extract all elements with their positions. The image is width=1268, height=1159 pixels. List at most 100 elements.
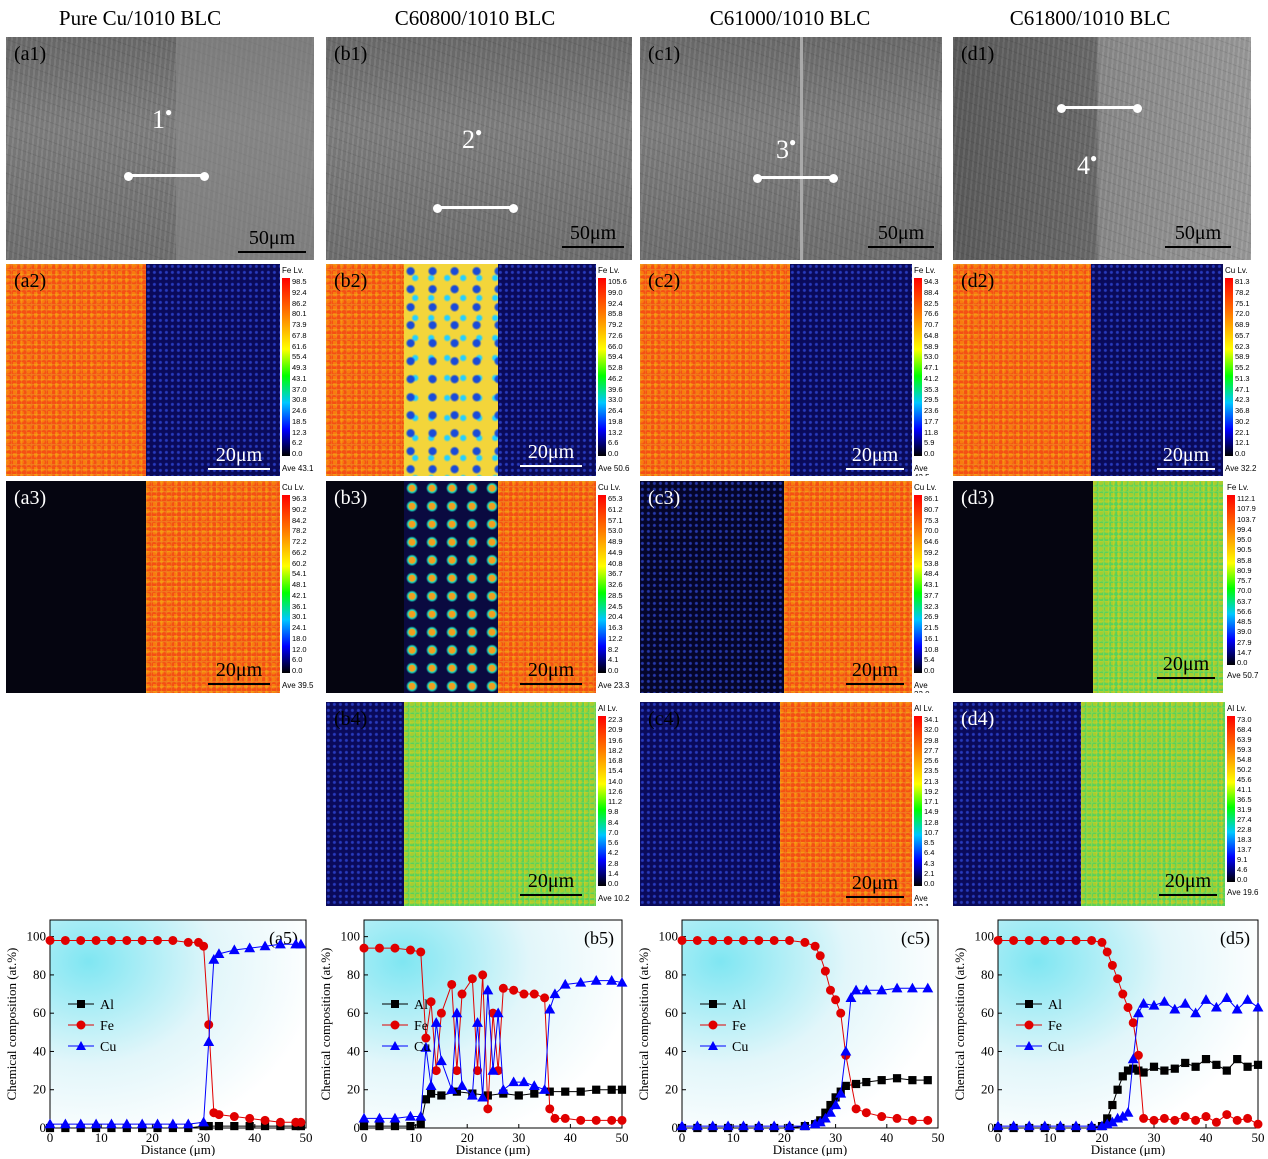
colorbar-tick: 70.0 (924, 526, 939, 536)
colorbar-tick: 4.1 (608, 655, 619, 665)
colorbar-average: Ave 23.3 (598, 681, 630, 690)
data-point-cu (487, 1064, 499, 1075)
scale-bar: 20μm (1157, 653, 1215, 679)
colorbar-title: Fe Lv. (598, 266, 620, 275)
sem-panel-d1: (d1) 4● 50μm (953, 37, 1251, 260)
colorbar-tick: 64.6 (924, 537, 939, 546)
colorbar-tick: 50.2 (1237, 765, 1252, 774)
colorbar-tick: 6.6 (608, 438, 619, 448)
colorbar-tick: 48.4 (924, 569, 939, 579)
y-tick-label: 60 (981, 1005, 994, 1020)
data-point-cu (830, 1099, 842, 1110)
panel-label: (c4) (648, 708, 681, 730)
colorbar-tick: 43.1 (924, 580, 939, 589)
data-point-fe (122, 935, 132, 945)
colorbar-tick: 18.0 (292, 633, 307, 643)
linescan-start-dot (124, 172, 133, 181)
legend-label: Cu (414, 1040, 430, 1055)
colorbar-tick: 36.7 (608, 569, 623, 579)
colorbar-title: Al Lv. (598, 704, 618, 713)
colorbar-tick: 40.8 (608, 558, 623, 568)
data-point-cu (860, 984, 872, 995)
colorbar-tick: 88.4 (924, 287, 939, 297)
scale-bar: 20μm (1159, 870, 1217, 896)
colorbar-average: Ave 10.2 (598, 894, 630, 903)
column-title-b: C60800/1010 BLC (394, 6, 556, 30)
data-point-fe (1024, 935, 1034, 945)
data-point-cu (435, 1055, 447, 1066)
colorbar-tick: 0.0 (1237, 658, 1248, 667)
data-point-fe (1040, 935, 1050, 945)
data-point-cu (1122, 1107, 1134, 1117)
point-marker: 3● (776, 135, 797, 164)
colorbar-tick: 112.1 (1237, 494, 1256, 503)
data-point-cu (152, 1118, 163, 1129)
colorbar-tick: 103.7 (1237, 514, 1256, 524)
colorbar-tick: 24.6 (292, 406, 307, 415)
colorbar-title: Cu Lv. (282, 483, 305, 492)
panel-label: (d2) (961, 270, 995, 292)
panel-label: (c1) (648, 43, 681, 65)
y-tick-label: 80 (981, 967, 994, 982)
data-point-fe (851, 1104, 861, 1114)
panel-label: (c3) (648, 487, 681, 509)
panel-label: (b1) (334, 43, 368, 65)
colorbar-tick: 59.3 (1237, 745, 1252, 754)
data-point-cu (182, 1118, 194, 1129)
data-point-al (230, 1121, 239, 1131)
chart-c5: 0 10 20 30 40 50 0 20 40 60 80 100 Distance (μm) Chem… (636, 912, 944, 1156)
data-point-al (1253, 1060, 1263, 1069)
data-point-cu (1054, 1120, 1066, 1131)
data-point-fe (1211, 1117, 1221, 1127)
colorbar-tick: 107.9 (1237, 504, 1256, 514)
data-point-cu (850, 984, 862, 995)
colorbar-tick: 14.0 (608, 776, 623, 786)
colorbar-tick: 22.8 (1237, 825, 1252, 834)
data-point-cu (358, 1112, 370, 1123)
colorbar-tick: 12.6 (608, 786, 623, 796)
data-point-cu (676, 1120, 688, 1131)
colorbar-tick: 76.6 (924, 309, 939, 319)
data-point-cu (1231, 1003, 1243, 1014)
panel-label: (d4) (961, 708, 995, 730)
data-point-cu (559, 978, 571, 989)
panel-label: (d1) (961, 43, 995, 65)
sem-panel-b1: (b1) 2● 50μm (326, 37, 632, 260)
map-panel-c3: (c3) 20μm Cu Lv. 86.1 80.7 75.3 70.0 64.6 59.… (640, 481, 942, 693)
colorbar-tick: 105.6 (608, 277, 627, 286)
colorbar-tick: 80.1 (292, 309, 307, 319)
colorbar-tick: 21.5 (924, 623, 939, 632)
data-point-fe (431, 1066, 441, 1076)
colorbar-tick: 19.2 (924, 786, 939, 796)
data-point-al (1108, 1100, 1117, 1110)
data-point-cu (616, 976, 628, 987)
y-tick-label: 40 (981, 1043, 994, 1058)
colorbar-tick: 65.3 (608, 494, 623, 503)
colorbar-title: Cu Lv. (1225, 266, 1248, 275)
data-point-fe (467, 974, 477, 984)
data-point-fe (825, 985, 835, 995)
colorbar-title: Al Lv. (1227, 704, 1247, 713)
data-point-fe (545, 1104, 555, 1114)
data-point-fe (1253, 1119, 1263, 1129)
chart-panel-label: (d5) (1220, 928, 1250, 949)
data-point-fe (800, 937, 810, 947)
data-point-fe (810, 941, 820, 951)
data-point-cu (1221, 992, 1233, 1002)
panel-label: (a1) (14, 43, 47, 65)
data-point-fe (374, 943, 384, 953)
colorbar-tick: 11.8 (924, 427, 939, 437)
data-point-cu (753, 1120, 765, 1131)
legend-label: Al (732, 998, 746, 1013)
data-point-cu (244, 942, 256, 953)
scale-bar: 20μm (520, 870, 582, 896)
data-point-fe (785, 935, 795, 945)
colorbar-title: Cu Lv. (598, 483, 621, 492)
y-tick-label: 100 (975, 929, 995, 944)
data-point-cu (691, 1120, 703, 1131)
colorbar-tick: 0.0 (924, 449, 935, 458)
data-point-cu (508, 1076, 520, 1087)
data-point-fe (405, 945, 415, 955)
colorbar-tick: 59.2 (924, 547, 939, 557)
data-point-fe (754, 935, 764, 945)
